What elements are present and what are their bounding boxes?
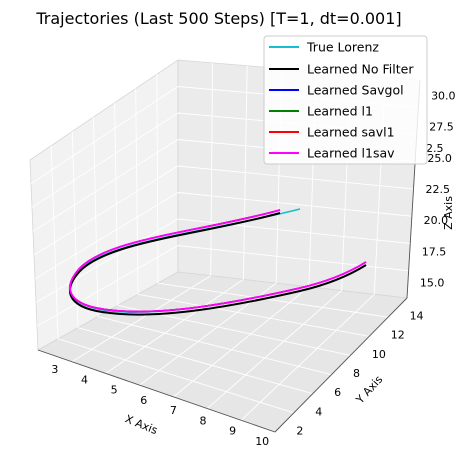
- tick-label: 4: [81, 373, 88, 386]
- tick-label: 2.5: [426, 142, 444, 155]
- tick-label: 14: [410, 310, 424, 323]
- tick-label: 6: [334, 386, 341, 399]
- tick-label: 17.5: [422, 245, 447, 258]
- legend-label: Learned Savgol: [307, 83, 404, 98]
- tick-label: 10: [255, 435, 269, 448]
- tick-label: 8: [353, 367, 360, 380]
- tick-label: 4: [315, 405, 322, 418]
- x-axis-label: X Axis: [123, 412, 160, 437]
- tick-label: 22.5: [426, 183, 451, 196]
- tick-label: 30.0: [431, 90, 456, 103]
- tick-label: 15.0: [420, 276, 445, 289]
- tick-label: 27.5: [429, 121, 454, 134]
- z-axis-label: Z Axis: [442, 196, 455, 230]
- legend-label: Learned No Filter: [307, 62, 414, 77]
- legend-label: Learned savl1: [307, 125, 395, 140]
- legend-label: True Lorenz: [306, 40, 379, 55]
- tick-label: 12: [391, 329, 405, 342]
- tick-label: 5: [111, 384, 118, 397]
- legend-label: Learned l1: [307, 104, 373, 119]
- tick-label: 10: [372, 348, 386, 361]
- tick-label: 3: [51, 363, 58, 376]
- chart-title: Trajectories (Last 500 Steps) [T=1, dt=0…: [35, 9, 401, 28]
- tick-label: 2: [296, 424, 303, 437]
- tick-label: 6: [140, 394, 147, 407]
- legend: True Lorenz Learned No Filter Learned Sa…: [264, 36, 427, 164]
- tick-label: 8: [199, 414, 206, 427]
- tick-label: 9: [229, 425, 236, 438]
- legend-label: Learned l1sav: [307, 146, 395, 161]
- tick-label: 7: [170, 404, 177, 417]
